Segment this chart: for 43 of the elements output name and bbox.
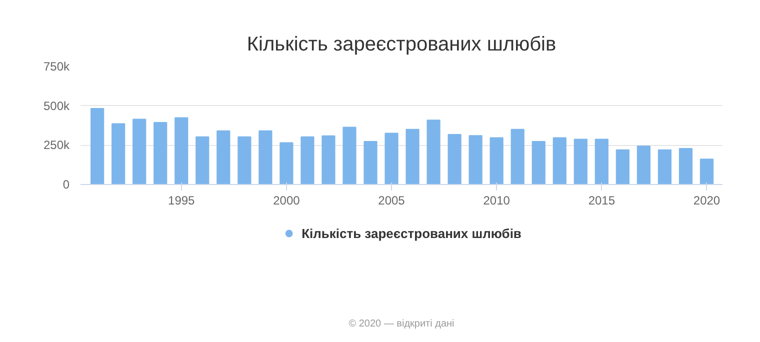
bar [196, 136, 210, 184]
bar [594, 138, 608, 184]
legend-label: Кількість зареєстрованих шлюбів [302, 226, 522, 240]
bar [552, 137, 566, 184]
bar [216, 130, 230, 184]
bar [678, 148, 693, 184]
y-tick-label: 500k [43, 98, 70, 113]
y-tick-label: 0 [62, 178, 70, 192]
bar [468, 135, 482, 184]
bar [112, 123, 126, 184]
bar [174, 117, 188, 184]
bar [364, 141, 378, 184]
bar [658, 149, 672, 184]
bar [300, 136, 314, 184]
bar [384, 132, 398, 184]
bar [280, 142, 294, 184]
y-tick-label: 750k [43, 60, 70, 74]
bar [238, 136, 252, 184]
x-tick-label: 2000 [273, 194, 300, 208]
bar [258, 130, 272, 184]
bar [448, 134, 462, 184]
bar [342, 126, 356, 184]
bar [636, 146, 650, 184]
bar [616, 149, 630, 184]
x-tick-label: 2015 [588, 194, 616, 208]
bar [510, 128, 524, 184]
x-tick-label: 2010 [483, 194, 510, 208]
bar [490, 137, 504, 184]
y-tick-label: 250k [43, 138, 70, 152]
x-tick-label: 2020 [693, 194, 720, 208]
bar [426, 120, 440, 184]
bar [322, 135, 336, 184]
bar [700, 158, 714, 184]
chart-title: Кількість зареєстрованих шлюбів [246, 34, 556, 56]
bar [532, 141, 546, 184]
text: © 2020 — відкриті дані [348, 318, 454, 330]
bar [574, 138, 588, 184]
x-tick-label: 1995 [168, 194, 196, 208]
bar [90, 108, 104, 184]
x-tick-label: 2005 [378, 194, 406, 208]
bar [406, 128, 420, 184]
bar [154, 122, 168, 184]
bar [132, 118, 146, 184]
